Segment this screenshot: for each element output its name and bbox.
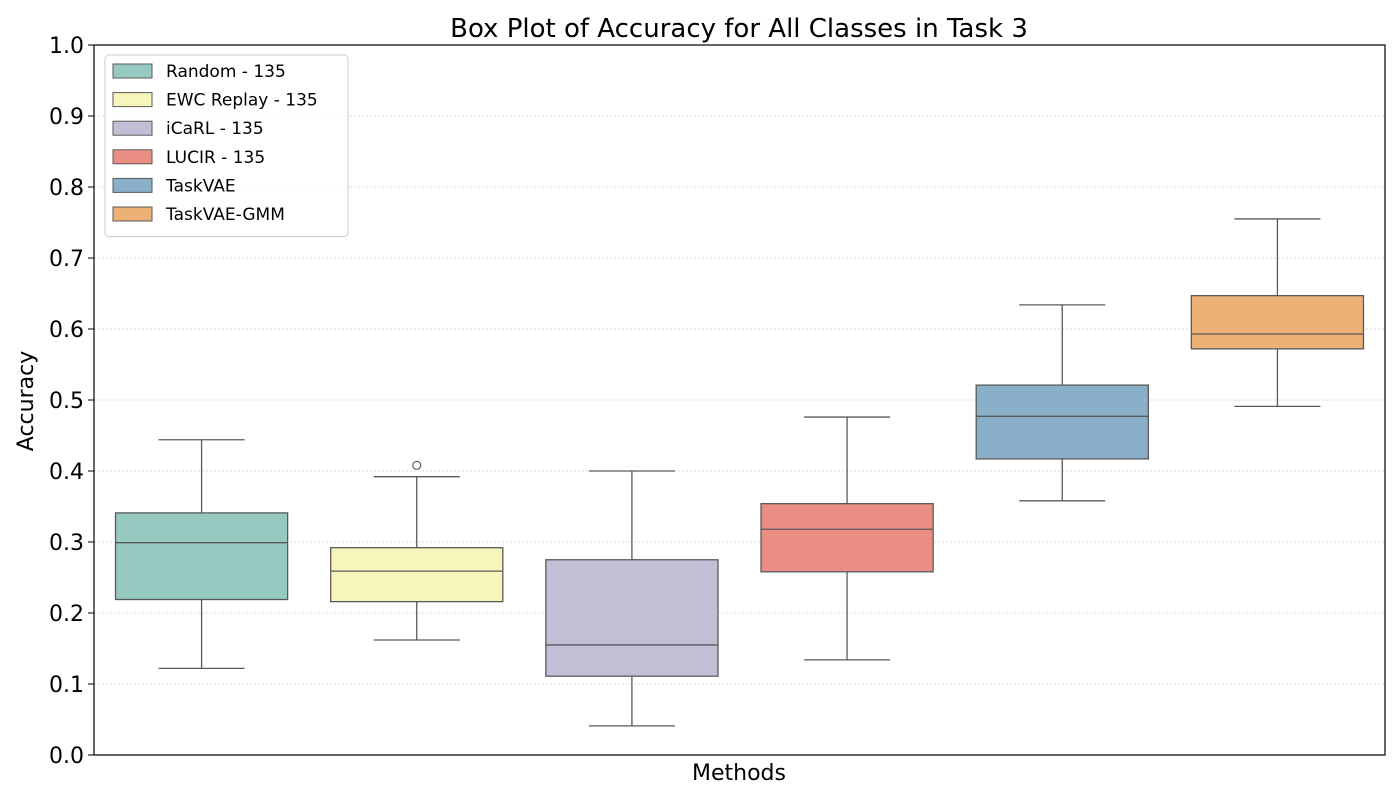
box-group bbox=[975, 304, 1149, 502]
legend-frame bbox=[104, 54, 349, 238]
box-iqr bbox=[114, 512, 289, 601]
legend-swatch bbox=[112, 63, 153, 79]
chart-title: Box Plot of Accuracy for All Classes in … bbox=[450, 14, 1028, 44]
y-tick-label: 0.2 bbox=[49, 602, 84, 627]
y-axis-ticks: 0.0 0.1 0.2 0.3 0.4 0.5 0.6 0.7 0.8 0.9 1.0 bbox=[49, 34, 94, 769]
legend: Random - 135 EWC Replay - 135 iCaRL - 135 L… bbox=[104, 54, 349, 238]
y-tick-label: 0.6 bbox=[49, 318, 84, 343]
box-iqr bbox=[975, 384, 1149, 460]
outlier-point bbox=[412, 460, 422, 470]
y-tick-label: 0.7 bbox=[49, 247, 84, 272]
y-tick-label: 0.4 bbox=[49, 460, 84, 485]
box-group bbox=[545, 470, 719, 727]
legend-entry: TaskVAE bbox=[165, 176, 236, 196]
box-group bbox=[1190, 218, 1365, 408]
legend-entry: LUCIR - 135 bbox=[166, 148, 265, 168]
y-tick-label: 0.0 bbox=[49, 744, 84, 769]
box-group bbox=[760, 416, 934, 661]
legend-swatch bbox=[112, 206, 153, 222]
legend-entry: EWC Replay - 135 bbox=[166, 91, 318, 111]
legend-entry: Random - 135 bbox=[166, 62, 286, 82]
box-group bbox=[330, 460, 504, 641]
x-axis-label: Methods bbox=[692, 761, 786, 786]
y-tick-label: 0.3 bbox=[49, 531, 84, 556]
boxes bbox=[114, 218, 1365, 727]
legend-swatch bbox=[112, 92, 153, 108]
legend-swatch bbox=[112, 149, 153, 165]
box-iqr bbox=[330, 547, 504, 603]
y-tick-label: 1.0 bbox=[49, 34, 84, 59]
y-tick-label: 0.1 bbox=[49, 673, 84, 698]
box-group bbox=[114, 439, 289, 670]
box-iqr bbox=[545, 559, 719, 677]
y-tick-label: 0.8 bbox=[49, 176, 84, 201]
box-iqr bbox=[1190, 294, 1365, 350]
legend-entry: iCaRL - 135 bbox=[166, 119, 264, 139]
y-tick-label: 0.9 bbox=[49, 105, 84, 130]
legend-swatch bbox=[112, 177, 153, 193]
y-tick-label: 0.5 bbox=[49, 389, 84, 414]
box-iqr bbox=[760, 503, 934, 573]
legend-swatch bbox=[112, 120, 153, 136]
y-axis-label: Accuracy bbox=[14, 351, 39, 451]
legend-entry: TaskVAE-GMM bbox=[165, 205, 285, 225]
